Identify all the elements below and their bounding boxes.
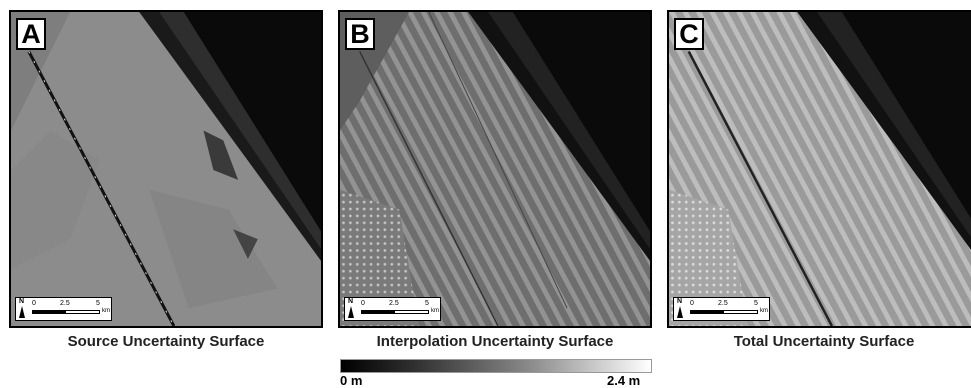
panel-letter-c: C: [674, 18, 704, 50]
uncertainty-color-ramp: [340, 359, 652, 373]
map-panel-b: B N 0 2.5 5 km: [338, 10, 652, 328]
scale-tick-2-5: 2.5: [60, 300, 70, 307]
scale-tick-5: 5: [425, 300, 429, 307]
legend-min-label: 0 m: [340, 373, 363, 388]
map-panel-c: C N 0 2.5 5 km: [667, 10, 971, 328]
caption-total-uncertainty: Total Uncertainty Surface: [733, 333, 915, 350]
north-label: N: [677, 298, 683, 305]
scale-unit: km: [431, 308, 439, 314]
north-label: N: [19, 298, 25, 305]
scale-bar-graphic: [32, 310, 100, 314]
scale-bar-graphic: [690, 310, 758, 314]
caption-source-uncertainty: Source Uncertainty Surface: [67, 333, 265, 350]
scale-bar-graphic: [361, 310, 429, 314]
scale-tick-0: 0: [361, 300, 365, 307]
panel-letter-b: B: [345, 18, 375, 50]
caption-interpolation-uncertainty: Interpolation Uncertainty Surface: [376, 333, 614, 350]
scale-tick-0: 0: [32, 300, 36, 307]
panel-letter-a: A: [16, 18, 46, 50]
map-panel-a: A N 0 2.5 5 km: [9, 10, 323, 328]
north-arrow-icon: [348, 306, 354, 318]
north-label: N: [348, 298, 354, 305]
scale-unit: km: [102, 308, 110, 314]
scale-tick-5: 5: [96, 300, 100, 307]
scale-tick-0: 0: [690, 300, 694, 307]
uncertainty-map-c: [669, 12, 971, 326]
uncertainty-map-a: [11, 12, 321, 326]
scale-unit: km: [760, 308, 768, 314]
uncertainty-map-b: [340, 12, 650, 326]
scale-tick-2-5: 2.5: [718, 300, 728, 307]
scale-tick-2-5: 2.5: [389, 300, 399, 307]
scale-tick-5: 5: [754, 300, 758, 307]
north-arrow-icon: [19, 306, 25, 318]
scale-bar-b: N 0 2.5 5 km: [344, 297, 441, 321]
scale-bar-a: N 0 2.5 5 km: [15, 297, 112, 321]
north-arrow-icon: [677, 306, 683, 318]
scale-bar-c: N 0 2.5 5 km: [673, 297, 770, 321]
legend-max-label: 2.4 m: [607, 373, 641, 388]
